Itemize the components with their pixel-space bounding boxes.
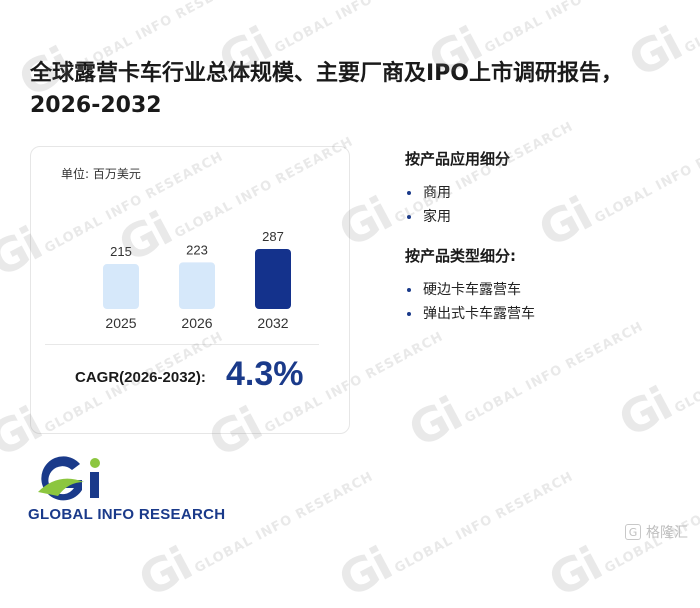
- segment-heading: 按产品应用细分: [405, 150, 511, 168]
- bar-2026: [179, 262, 215, 309]
- watermark-mark: Gi: [400, 386, 470, 458]
- market-size-card: 单位: 百万美元 215 2025 223 2026 287 2032 CAGR(2026…: [30, 146, 350, 434]
- cagr-label: CAGR(2026-2032):: [75, 369, 206, 386]
- watermark-mark: Gi: [610, 376, 680, 448]
- data-label-2032: 287: [262, 229, 284, 244]
- source-credit: G 格隆汇: [625, 522, 688, 542]
- watermark-mark: Gi: [330, 536, 400, 608]
- company-logo: GLOBAL INFO RESEARCH: [28, 452, 248, 532]
- list-item-label: 家用: [423, 209, 451, 225]
- bullet-icon: [407, 312, 411, 316]
- bullet-icon: [407, 191, 411, 195]
- data-label-2025: 215: [110, 244, 132, 259]
- credit-text: 格隆汇: [646, 525, 688, 541]
- watermark-text: GLOBAL INFO RESEARCH: [592, 119, 700, 227]
- watermark-text: GLOBAL INFO RESEARCH: [682, 0, 700, 57]
- data-label-2026: 223: [186, 242, 208, 257]
- list-item-label: 商用: [423, 185, 451, 201]
- segment-list: 商用 家用: [405, 181, 510, 229]
- page-title: 全球露营卡车行业总体规模、主要厂商及IPO上市调研报告，2026-2032: [30, 61, 624, 118]
- segment-list: 硬边卡车露营车 弹出式卡车露营车: [405, 278, 535, 326]
- tick-label-2026: 2026: [181, 315, 212, 331]
- watermark: GiGLOBAL INFO RESEARCH: [330, 441, 579, 608]
- list-item-label: 弹出式卡车露营车: [423, 306, 535, 322]
- unit-label: 单位: 百万美元: [61, 167, 141, 181]
- credit-logo-icon: G: [625, 524, 641, 540]
- watermark: GiGLOBAL INFO RESEARCH: [610, 281, 700, 448]
- logo-text: GLOBAL INFO RESEARCH: [28, 506, 226, 523]
- segment-heading: 按产品类型细分:: [405, 247, 516, 265]
- segment-by-application: 按产品应用细分 商用 家用: [405, 148, 510, 229]
- bullet-icon: [407, 215, 411, 219]
- bar-2025: [103, 264, 139, 309]
- watermark-mark: Gi: [530, 186, 600, 258]
- bullet-icon: [407, 288, 411, 292]
- segment-by-type: 按产品类型细分: 硬边卡车露营车 弹出式卡车露营车: [405, 245, 535, 326]
- watermark-text: GLOBAL INFO RESEARCH: [392, 469, 577, 577]
- watermark-mark: Gi: [130, 536, 200, 608]
- watermark-text: GLOBAL INFO RESEARCH: [272, 0, 457, 57]
- list-item-label: 硬边卡车露营车: [423, 282, 521, 298]
- cagr-value: 4.3%: [226, 355, 304, 393]
- list-item: 弹出式卡车露营车: [405, 302, 535, 326]
- watermark-text: GLOBAL INFO RESEARCH: [482, 0, 667, 57]
- list-item: 硬边卡车露营车: [405, 278, 535, 302]
- divider: [45, 344, 319, 345]
- watermark-mark: Gi: [540, 536, 610, 608]
- list-item: 家用: [405, 205, 510, 229]
- watermark-text: GLOBAL INFO RESEARCH: [462, 319, 647, 427]
- watermark-text: GLOBAL INFO RESEARCH: [672, 309, 700, 417]
- bar-chart: 215 2025 223 2026 287 2032: [103, 229, 291, 331]
- bar-2032: [255, 249, 291, 309]
- tick-label-2025: 2025: [105, 315, 136, 331]
- tick-label-2032: 2032: [257, 315, 288, 331]
- gi-logo-icon: [38, 456, 100, 501]
- list-item: 商用: [405, 181, 510, 205]
